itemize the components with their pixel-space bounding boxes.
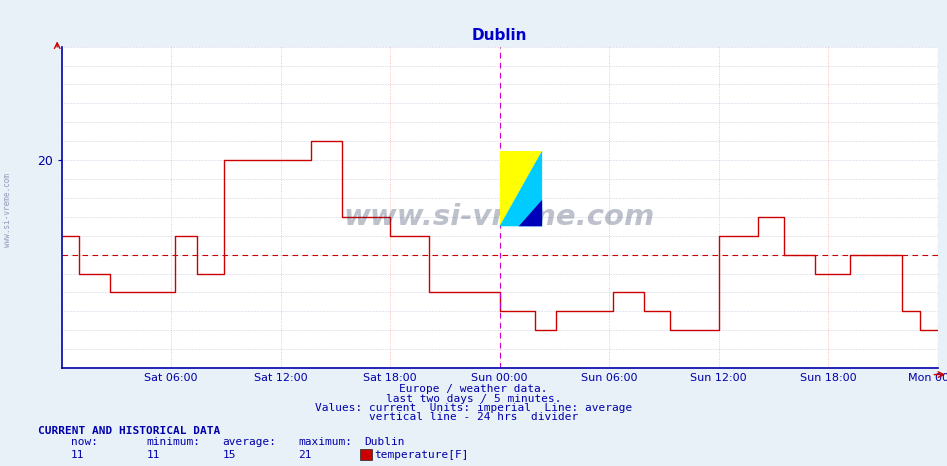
Text: Dublin: Dublin [365,438,405,447]
Text: Europe / weather data.: Europe / weather data. [400,384,547,394]
Text: average:: average: [223,438,277,447]
Text: CURRENT AND HISTORICAL DATA: CURRENT AND HISTORICAL DATA [38,426,220,436]
Text: 15: 15 [223,450,236,459]
Title: Dublin: Dublin [472,27,527,43]
Text: 21: 21 [298,450,312,459]
Polygon shape [519,200,542,226]
Polygon shape [500,151,542,226]
Text: www.si-vreme.com: www.si-vreme.com [344,203,655,231]
Text: maximum:: maximum: [298,438,352,447]
Text: minimum:: minimum: [147,438,201,447]
Text: last two days / 5 minutes.: last two days / 5 minutes. [385,394,562,404]
Text: now:: now: [71,438,98,447]
Polygon shape [500,151,542,226]
Text: vertical line - 24 hrs  divider: vertical line - 24 hrs divider [369,412,578,422]
Text: www.si-vreme.com: www.si-vreme.com [3,173,12,247]
Text: temperature[F]: temperature[F] [374,450,469,459]
Text: 11: 11 [147,450,160,459]
Text: 11: 11 [71,450,84,459]
Text: Values: current  Units: imperial  Line: average: Values: current Units: imperial Line: av… [314,403,633,413]
